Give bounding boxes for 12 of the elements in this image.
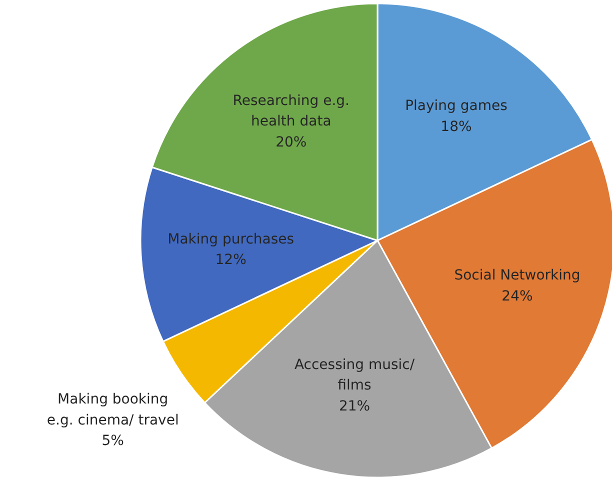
data-label: 18% <box>440 118 472 135</box>
data-label: 24% <box>502 288 533 304</box>
slice-label: Playing games <box>405 98 508 114</box>
slice-label: Accessing music/ films <box>294 356 415 394</box>
slice-label: Making booking e.g. cinema/ travel <box>46 392 179 428</box>
data-label: 5% <box>102 433 124 450</box>
data-label: 12% <box>215 252 246 268</box>
data-label: 20% <box>276 134 307 150</box>
slice-label: Making purchases <box>168 231 294 248</box>
slice-label: Researching e.g. health data <box>232 92 350 130</box>
data-label: 21% <box>338 398 370 414</box>
slice-label: Social Networking <box>454 268 580 284</box>
